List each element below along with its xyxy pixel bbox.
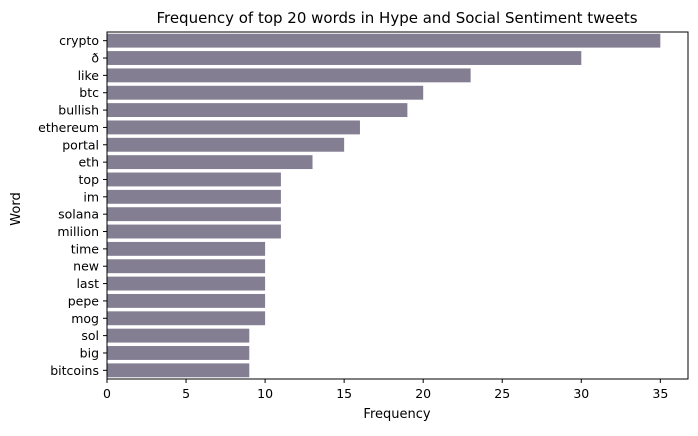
bar-17 [107, 328, 250, 343]
y-tick-label-16: mog [71, 311, 99, 326]
y-axis-ticks: crypto ð like btc bullish ethereum portal eth to… [38, 33, 107, 378]
x-tick-label-4: 20 [415, 386, 431, 401]
y-tick-label-4: bullish [58, 103, 99, 118]
x-axis-ticks: 0 5 10 15 20 25 30 35 [103, 379, 668, 401]
bar-5 [107, 120, 360, 135]
y-tick-label-9: im [83, 189, 99, 204]
y-tick-label-17: sol [81, 328, 99, 343]
bar-10 [107, 207, 281, 222]
y-tick-label-19: bitcoins [50, 363, 99, 378]
x-tick-label-0: 0 [103, 386, 111, 401]
y-tick-label-2: like [78, 68, 100, 83]
y-tick-label-14: last [76, 276, 99, 291]
y-axis-label: Word [9, 192, 24, 225]
bar-18 [107, 346, 250, 360]
y-tick-label-8: top [79, 172, 100, 187]
y-tick-label-0: crypto [59, 33, 99, 48]
bar-16 [107, 311, 266, 326]
bar-19 [107, 363, 250, 378]
bar-0 [107, 33, 661, 48]
bar-12 [107, 241, 266, 256]
y-tick-label-3: btc [79, 85, 99, 100]
bar-13 [107, 259, 266, 274]
bar-3 [107, 85, 424, 100]
bar-6 [107, 137, 345, 152]
y-tick-label-11: million [57, 224, 99, 239]
bar-8 [107, 172, 281, 187]
y-tick-label-1: ð [91, 51, 99, 66]
bar-2 [107, 68, 471, 83]
bars-group [107, 33, 661, 378]
plot-frame [106, 31, 689, 380]
bar-11 [107, 224, 281, 239]
x-tick-label-7: 35 [652, 386, 668, 401]
x-tick-label-3: 15 [336, 386, 352, 401]
bar-7 [107, 155, 313, 170]
bar-1 [107, 51, 582, 65]
bar-14 [107, 276, 266, 291]
x-axis-label: Frequency [363, 407, 430, 422]
y-tick-label-5: ethereum [38, 120, 99, 135]
x-tick-label-6: 30 [573, 386, 589, 401]
y-tick-label-15: pepe [68, 293, 100, 308]
x-tick-label-5: 25 [494, 386, 510, 401]
y-tick-label-18: big [80, 345, 99, 360]
x-tick-label-2: 10 [257, 386, 273, 401]
bar-15 [107, 293, 266, 308]
chart-title: Frequency of top 20 words in Hype and So… [156, 9, 637, 27]
y-tick-label-6: portal [62, 137, 99, 152]
y-tick-label-13: new [73, 259, 99, 274]
y-tick-label-12: time [71, 241, 100, 256]
x-tick-label-1: 5 [182, 386, 190, 401]
bar-9 [107, 189, 281, 204]
y-tick-label-7: eth [78, 155, 99, 170]
y-tick-label-10: solana [58, 207, 99, 222]
bar-4 [107, 103, 408, 118]
